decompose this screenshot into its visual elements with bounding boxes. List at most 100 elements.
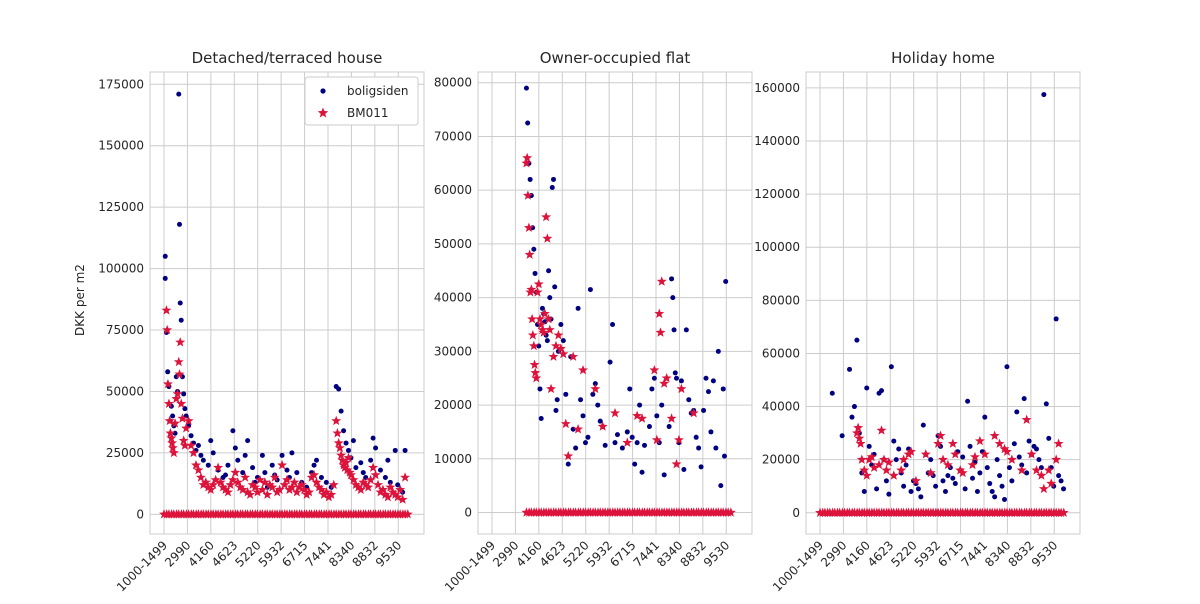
marker-boligsiden — [170, 413, 176, 419]
marker-boligsiden — [1061, 486, 1067, 492]
marker-boligsiden — [619, 445, 625, 451]
marker-bm011 — [179, 440, 190, 450]
marker-boligsiden — [537, 386, 543, 392]
marker-bm011 — [328, 479, 339, 490]
marker-bm011 — [541, 211, 552, 222]
marker-boligsiden — [1002, 496, 1007, 502]
x-tick-label: 7441 — [959, 538, 990, 569]
marker-bm011 — [230, 467, 241, 477]
y-tick-label: 175000 — [98, 77, 144, 91]
marker-bm011 — [191, 459, 201, 470]
marker-boligsiden — [575, 305, 581, 311]
marker-boligsiden — [839, 433, 845, 439]
marker-boligsiden — [178, 317, 184, 323]
marker-boligsiden — [864, 385, 870, 391]
y-tick-label: 40000 — [434, 291, 472, 305]
marker-boligsiden — [382, 474, 388, 480]
marker-bm011 — [947, 438, 958, 448]
marker-bm011 — [314, 482, 324, 492]
marker-boligsiden — [632, 461, 638, 467]
marker-bm011 — [382, 491, 393, 502]
marker-bm011 — [318, 489, 329, 499]
marker-bm011 — [521, 158, 532, 168]
marker-boligsiden — [891, 438, 897, 444]
marker-bm011 — [527, 313, 538, 324]
marker-boligsiden — [952, 481, 958, 487]
y-tick-label: 160000 — [754, 81, 800, 95]
marker-bm011 — [558, 348, 569, 359]
marker-boligsiden — [703, 375, 709, 381]
marker-bm011 — [671, 458, 682, 469]
marker-bm011 — [974, 435, 985, 446]
marker-boligsiden — [546, 268, 552, 274]
marker-bm011 — [546, 383, 556, 394]
marker-boligsiden — [336, 386, 342, 392]
marker-bm011 — [200, 477, 211, 487]
marker-boligsiden — [223, 472, 228, 478]
marker-bm011 — [223, 487, 233, 497]
marker-bm011 — [294, 482, 305, 492]
marker-boligsiden — [346, 447, 351, 453]
marker-bm011 — [568, 351, 579, 361]
marker-bm011 — [170, 418, 181, 428]
marker-boligsiden — [698, 464, 704, 470]
marker-bm011 — [655, 327, 666, 337]
marker-bm011 — [938, 454, 948, 464]
marker-boligsiden — [176, 91, 182, 97]
marker-boligsiden — [602, 442, 608, 448]
marker-bm011 — [856, 454, 867, 464]
marker-boligsiden — [678, 378, 684, 384]
panel-owner-occupied-flat: 0 10000 20000 30000 40000 50000 60000 70000 8000… — [434, 49, 753, 594]
marker-bm011 — [563, 450, 574, 461]
marker-boligsiden — [965, 398, 971, 404]
x-tick-label: 2990 — [818, 538, 849, 569]
marker-bm011 — [390, 489, 401, 499]
marker-bm011 — [316, 484, 327, 494]
marker-boligsiden — [723, 279, 729, 285]
marker-bm011 — [853, 422, 864, 432]
marker-boligsiden — [338, 408, 344, 414]
marker-bm011 — [343, 452, 354, 463]
marker-bm011 — [553, 330, 564, 340]
markers — [521, 85, 736, 517]
marker-bm011 — [177, 413, 188, 423]
marker-bm011 — [363, 482, 374, 492]
marker-bm011 — [353, 482, 364, 492]
marker-bm011 — [172, 388, 183, 399]
marker-boligsiden — [1053, 316, 1059, 322]
marker-boligsiden — [610, 321, 616, 327]
x-tick-label: 4160 — [185, 538, 216, 569]
marker-bm011 — [309, 469, 320, 480]
x-tick-label: 9530 — [373, 538, 404, 569]
marker-bm011 — [178, 435, 189, 445]
marker-bm011 — [855, 438, 866, 448]
marker-bm011 — [688, 407, 699, 418]
marker-bm011 — [267, 482, 278, 492]
marker-boligsiden — [235, 457, 241, 463]
x-tick-label: 8340 — [654, 538, 685, 569]
marker-boligsiden — [624, 429, 630, 435]
marker-bm011 — [531, 373, 542, 383]
marker-boligsiden — [539, 305, 545, 311]
marker-bm011 — [883, 457, 894, 467]
legend-label-boligsiden: boligsiden — [347, 84, 408, 98]
marker-boligsiden — [693, 434, 699, 440]
marker-bm011 — [264, 479, 275, 490]
marker-bm011 — [375, 487, 386, 497]
marker-boligsiden — [262, 470, 268, 476]
marker-bm011 — [218, 482, 228, 492]
marker-bm011 — [250, 482, 260, 492]
marker-bm011 — [164, 415, 175, 426]
marker-bm011 — [167, 437, 178, 448]
marker-bm011 — [198, 479, 209, 490]
marker-bm011 — [654, 308, 665, 318]
marker-bm011 — [528, 340, 539, 351]
marker-boligsiden — [585, 434, 591, 440]
marker-boligsiden — [1043, 401, 1049, 407]
plot-area: 0 20000 40000 60000 80000 100000 120000 140000 1… — [754, 71, 1081, 594]
marker-bm011 — [368, 462, 379, 472]
marker-boligsiden — [940, 478, 946, 484]
marker-bm011 — [933, 438, 944, 448]
marker-bm011 — [336, 450, 347, 460]
marker-boligsiden — [395, 482, 401, 488]
